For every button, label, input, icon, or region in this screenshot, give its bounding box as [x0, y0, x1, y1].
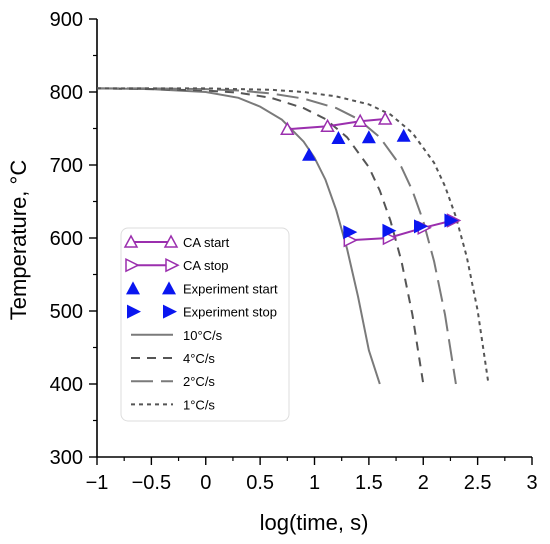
x-tick-label: 2.5: [464, 472, 492, 494]
exp-start-marker: [302, 147, 317, 161]
legend-box: [120, 227, 290, 422]
marker-series: [280, 111, 462, 248]
x-tick-label: 1.5: [355, 472, 383, 494]
calc-start-marker: [320, 118, 335, 133]
legend-swatch-marker: [162, 281, 176, 295]
calc-start-line: [287, 118, 386, 131]
legend-swatch-marker: [163, 304, 177, 319]
calc-start-marker: [280, 121, 295, 135]
x-tick-label: 1: [309, 472, 320, 494]
y-axis-label: Temperature, °C: [6, 160, 31, 321]
legend-label: CA stop: [183, 258, 229, 273]
legend-label: 2°C/s: [183, 374, 215, 389]
legend-swatch-marker: [127, 304, 141, 319]
legend-label: 1°C/s: [183, 397, 215, 412]
exp-stop-marker: [382, 223, 397, 238]
axes: −1 −0.5 0 0.5 1 1.5 2 2.5 3 300 400 500 600 700 800 900: [50, 9, 538, 494]
exp-start-marker: [331, 130, 346, 144]
x-tick-label: −1: [86, 472, 109, 494]
legend-label: CA start: [183, 235, 230, 250]
y-tick-label: 800: [50, 82, 83, 104]
calc-start-marker: [352, 113, 368, 127]
legend-swatch-marker: [165, 257, 180, 273]
calc-stop-marker: [343, 232, 358, 248]
legend: CA start CA stop Experiment start Experimen…: [120, 227, 290, 422]
x-tick-label: 0.5: [246, 472, 274, 494]
exp-stop-marker: [444, 213, 459, 228]
exp-start-marker: [396, 128, 411, 142]
legend-swatch-marker: [125, 257, 140, 273]
exp-start-marker: [361, 130, 376, 144]
y-tick-label: 700: [50, 155, 83, 177]
y-tick-label: 500: [50, 301, 83, 323]
x-tick-label: 2: [418, 472, 429, 494]
legend-label: 4°C/s: [183, 351, 215, 366]
y-tick-label: 900: [50, 9, 83, 31]
cooling-curve-dotted: [97, 87, 490, 385]
legend-label: Experiment stop: [183, 305, 277, 320]
legend-swatch-marker: [126, 281, 140, 295]
calc-start-marker: [377, 111, 393, 125]
exp-stop-marker: [413, 219, 428, 234]
calc-stop-line: [349, 219, 453, 242]
cooling-curve-dashed: [96, 87, 425, 385]
x-axis-label: log(time, s): [260, 510, 369, 535]
exp-stop-marker: [343, 225, 358, 240]
legend-swatch-marker: [123, 234, 139, 248]
legend-label: Experiment start: [183, 281, 278, 296]
legend-label: 10°C/s: [183, 328, 223, 343]
x-tick-label: −0.5: [132, 472, 171, 494]
legend-swatch-marker: [163, 234, 179, 248]
x-tick-label: 0: [200, 472, 211, 494]
y-tick-label: 600: [50, 228, 83, 250]
y-tick-label: 300: [50, 447, 83, 469]
x-tick-label: 3: [526, 472, 537, 494]
y-tick-label: 400: [50, 374, 83, 396]
